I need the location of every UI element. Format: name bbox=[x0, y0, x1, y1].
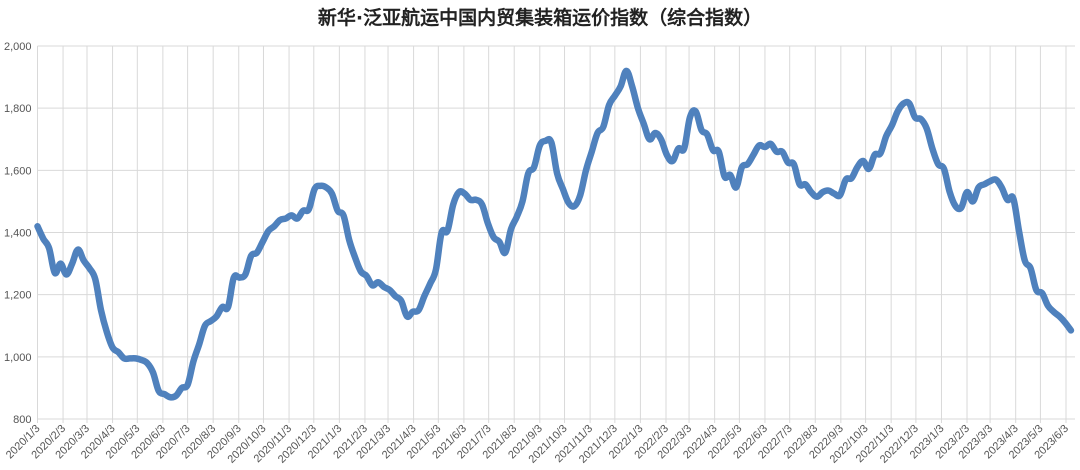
y-tick-label: 800 bbox=[13, 414, 31, 426]
y-tick-label: 1,600 bbox=[4, 165, 32, 177]
index-line bbox=[34, 67, 1075, 401]
x-axis: 2020/1/32020/2/32020/3/32020/4/32020/5/3… bbox=[4, 423, 1071, 466]
y-tick-label: 1,400 bbox=[4, 228, 32, 240]
y-tick-label: 1,800 bbox=[4, 103, 32, 115]
chart-title: 新华·泛亚航运中国内贸集装箱运价指数（综合指数） bbox=[318, 6, 762, 29]
y-tick-label: 2,000 bbox=[4, 41, 32, 53]
y-tick-label: 1,200 bbox=[4, 290, 32, 302]
y-tick-label: 1,000 bbox=[4, 352, 32, 364]
series bbox=[34, 67, 1075, 401]
y-axis: 800 1,000 1,200 1,400 1,600 1,800 2,000 bbox=[4, 41, 32, 426]
gridlines bbox=[37, 45, 1075, 423]
